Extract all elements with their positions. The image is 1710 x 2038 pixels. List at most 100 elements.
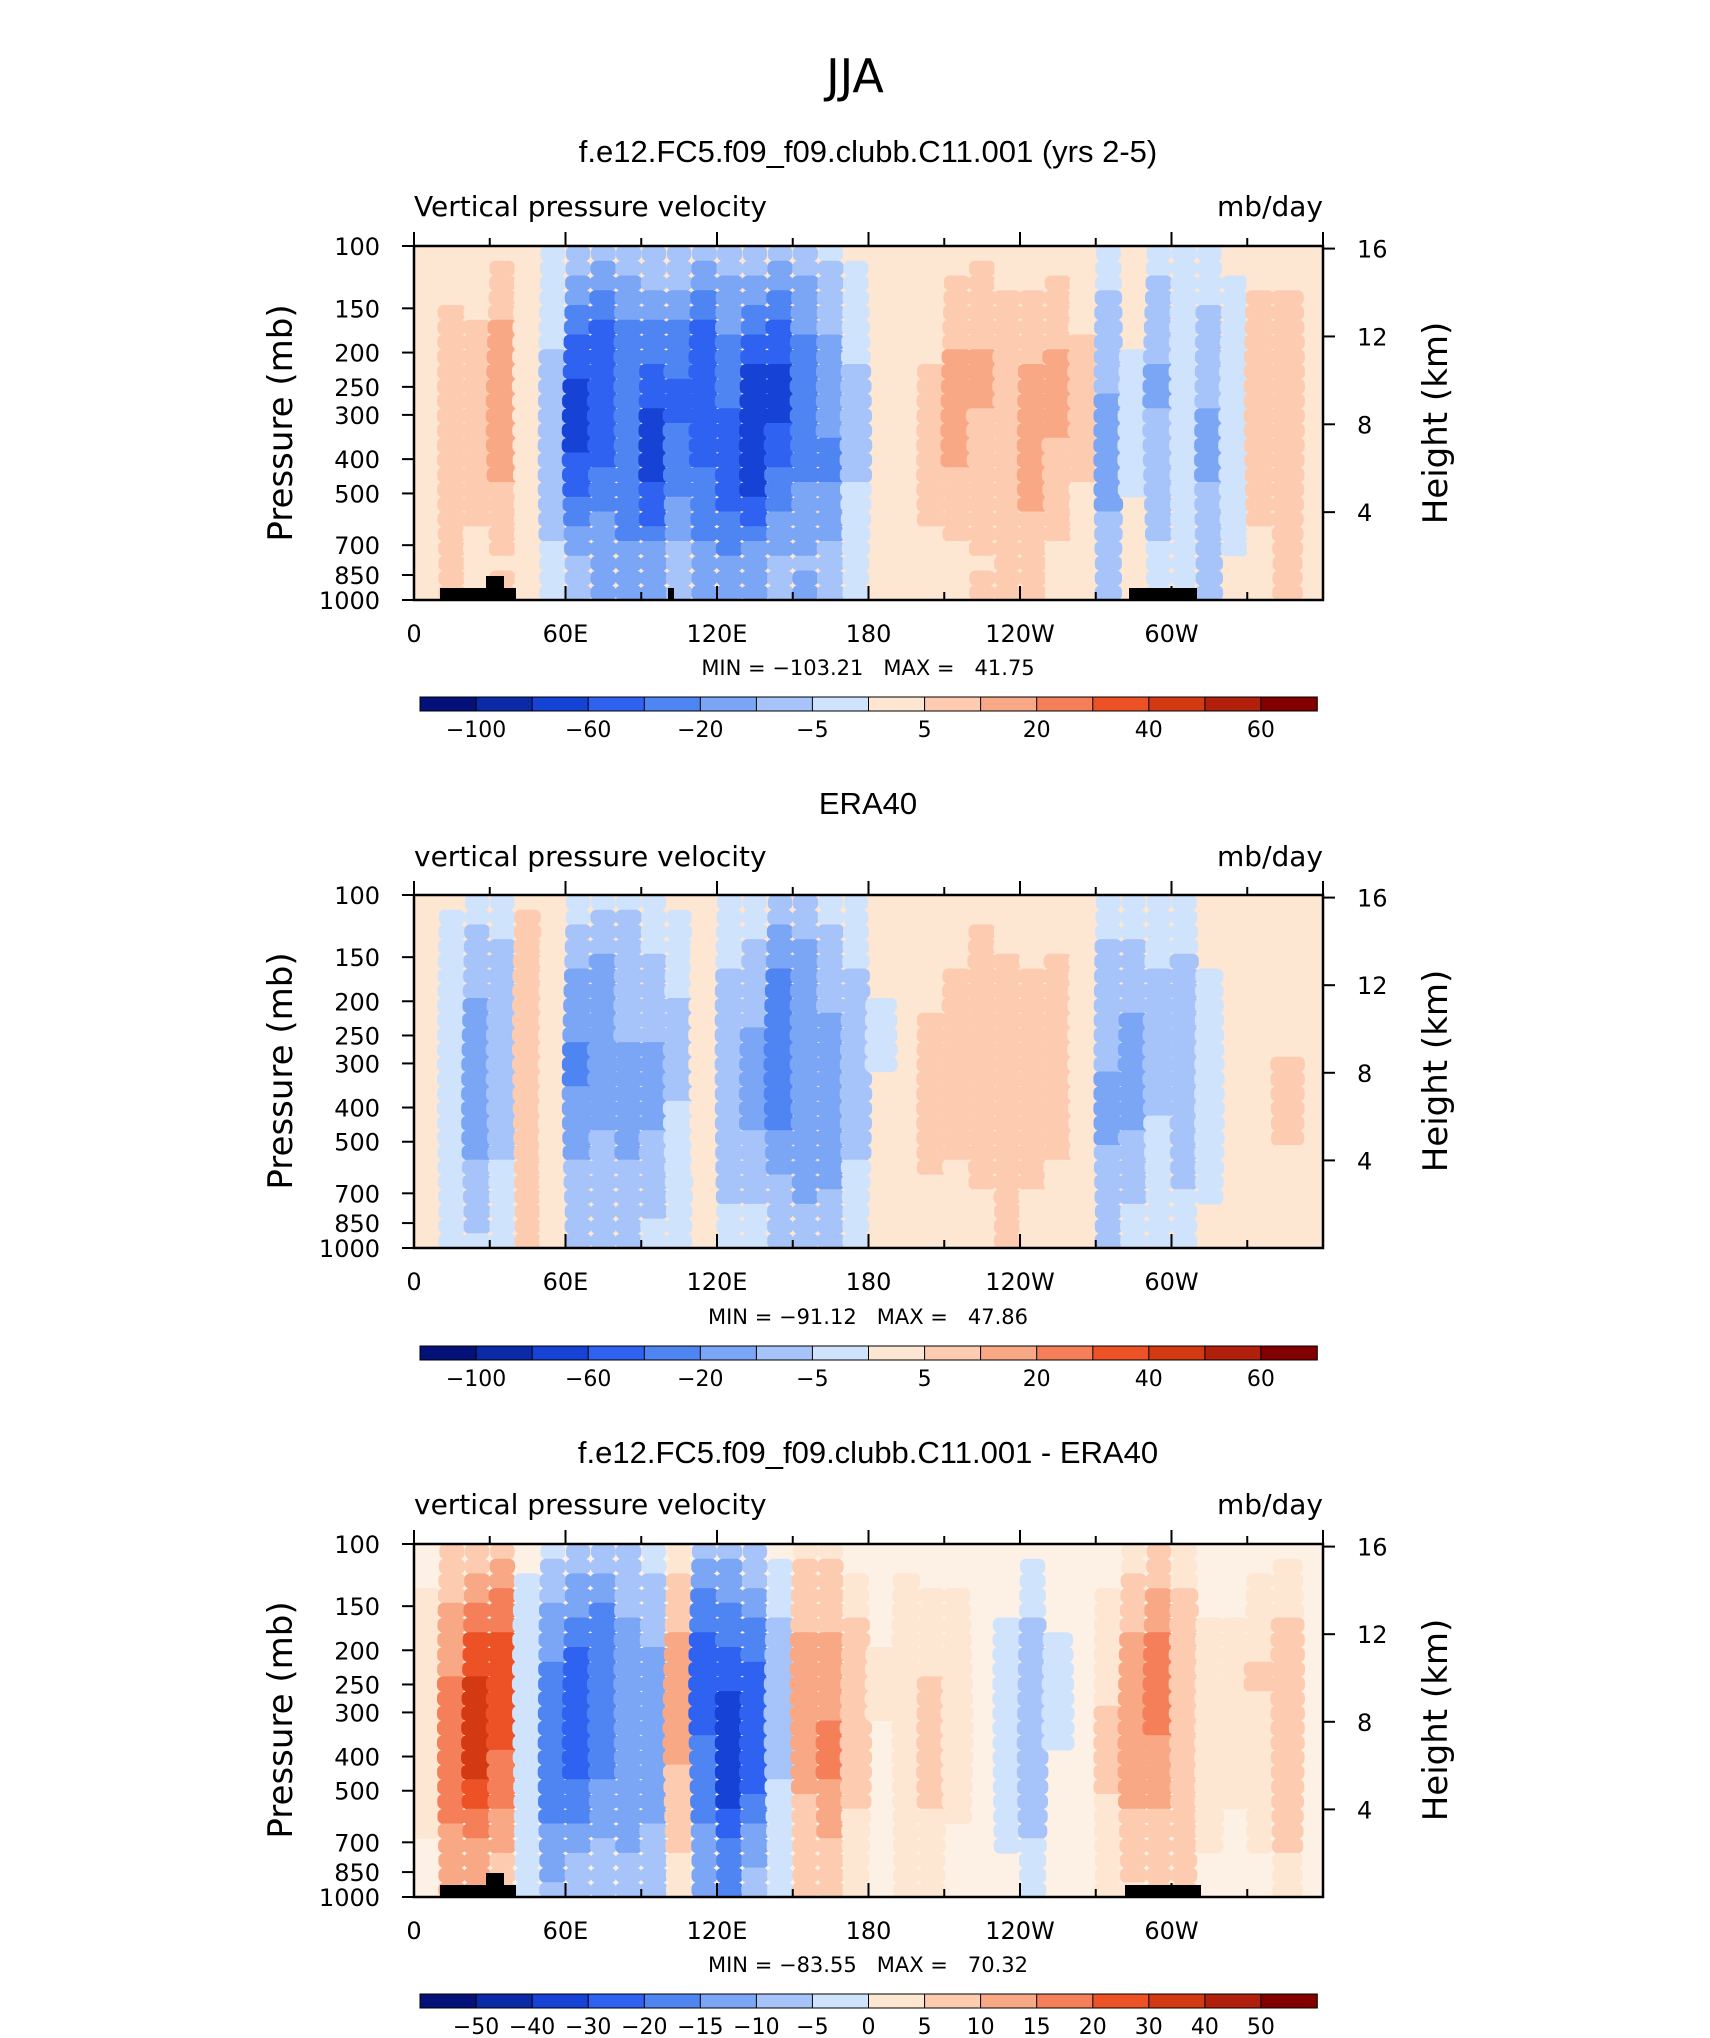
field-cell [463, 1189, 492, 1205]
field-cell [1043, 511, 1073, 527]
field-cell [843, 924, 869, 940]
field-cell [1020, 909, 1046, 925]
field-cell [591, 246, 616, 262]
field-cell [815, 1086, 846, 1102]
field-cell [1244, 319, 1275, 336]
field-cell [1270, 319, 1305, 336]
field-cell [789, 1661, 822, 1677]
field-cell [1272, 555, 1303, 572]
height-tick-label: 4 [1357, 499, 1372, 527]
field-cell [1168, 393, 1200, 409]
field-cell [967, 467, 998, 483]
colorbar-swatch [531, 1993, 589, 2009]
field-cell [740, 983, 770, 999]
field-cell [1016, 1764, 1049, 1780]
field-cell [967, 1115, 998, 1131]
field-cell [715, 319, 745, 336]
field-cell [640, 275, 667, 291]
field-cell [993, 290, 1022, 306]
field-cell [662, 1735, 696, 1751]
y-tick-label: 200 [334, 340, 380, 368]
field-cell [639, 349, 669, 365]
field-cell [1016, 1071, 1049, 1087]
field-cell [613, 1661, 644, 1677]
field-cell [1194, 1794, 1225, 1810]
field-cell [1016, 1115, 1049, 1131]
field-cell [1243, 423, 1276, 439]
field-cell [564, 1203, 592, 1220]
field-cell [689, 1764, 720, 1780]
field-cell [414, 585, 440, 600]
field-cell [662, 1100, 696, 1117]
field-cell [941, 1130, 973, 1146]
field-cell [614, 1602, 644, 1619]
field-cell [514, 555, 541, 572]
field-cell [1145, 526, 1173, 542]
field-cell [891, 437, 922, 454]
field-cell [789, 1071, 821, 1087]
field-cell [965, 393, 999, 409]
field-cell [763, 452, 797, 468]
field-cell [715, 526, 744, 542]
field-cell [688, 408, 721, 424]
field-cell [1068, 939, 1098, 955]
field-cell [663, 349, 695, 365]
field-cell [488, 290, 517, 306]
field-cell [1146, 1867, 1172, 1883]
field-cell [562, 467, 595, 483]
colorbar-swatch [924, 1345, 982, 1361]
field-cell [1093, 1691, 1124, 1707]
field-cell [1195, 968, 1224, 984]
field-cell [891, 319, 922, 336]
colorbar-swatch [1036, 1993, 1094, 2009]
field-cell [590, 1867, 617, 1883]
field-cell [615, 909, 642, 925]
field-cell [942, 1617, 972, 1633]
field-cell [1142, 364, 1176, 380]
field-cell [994, 570, 1021, 586]
field-cell [1170, 526, 1198, 542]
field-cell [1221, 275, 1248, 291]
panel-1-ylabel-right: Height (km) [1416, 322, 1456, 525]
field-cell [1118, 1676, 1150, 1692]
field-cell [589, 939, 618, 955]
field-cell [488, 1174, 517, 1190]
field-cell [841, 349, 871, 365]
field-cell [1169, 1735, 1200, 1751]
field-cell [512, 393, 544, 409]
field-cell [1168, 1071, 1200, 1087]
field-cell [414, 334, 443, 350]
field-cell [437, 1086, 467, 1102]
field-cell [564, 570, 592, 586]
field-cell [940, 467, 973, 483]
colorbar-label: 20 [1079, 2015, 1107, 2038]
field-cell [563, 1159, 594, 1176]
field-cell [1170, 541, 1198, 557]
field-cell [763, 393, 797, 409]
panel-2-ylabel-right: Height (km) [1416, 970, 1456, 1173]
field-cell [563, 1823, 593, 1839]
field-cell [414, 1808, 441, 1825]
field-cell [590, 1852, 617, 1869]
field-cell [992, 364, 1023, 380]
field-cell [638, 452, 670, 468]
field-cell [941, 1794, 973, 1810]
field-cell [916, 1705, 947, 1722]
field-cell [715, 1145, 745, 1161]
field-cell [1194, 1159, 1225, 1176]
field-cell [918, 939, 946, 955]
colorbar-label: 30 [1135, 2015, 1163, 2038]
field-cell [916, 378, 947, 395]
field-cell [1019, 305, 1047, 321]
field-cell [437, 1071, 467, 1087]
field-cell [1120, 1203, 1148, 1220]
field-cell [992, 452, 1023, 468]
field-cell [487, 1632, 518, 1648]
colorbar-swatch [1204, 1993, 1262, 2009]
field-cell [641, 895, 667, 911]
field-cell [891, 305, 921, 321]
panel-2-variable-label: vertical pressure velocity [414, 840, 767, 873]
field-cell [992, 482, 1022, 498]
field-cell [539, 290, 567, 306]
field-cell [539, 305, 567, 321]
